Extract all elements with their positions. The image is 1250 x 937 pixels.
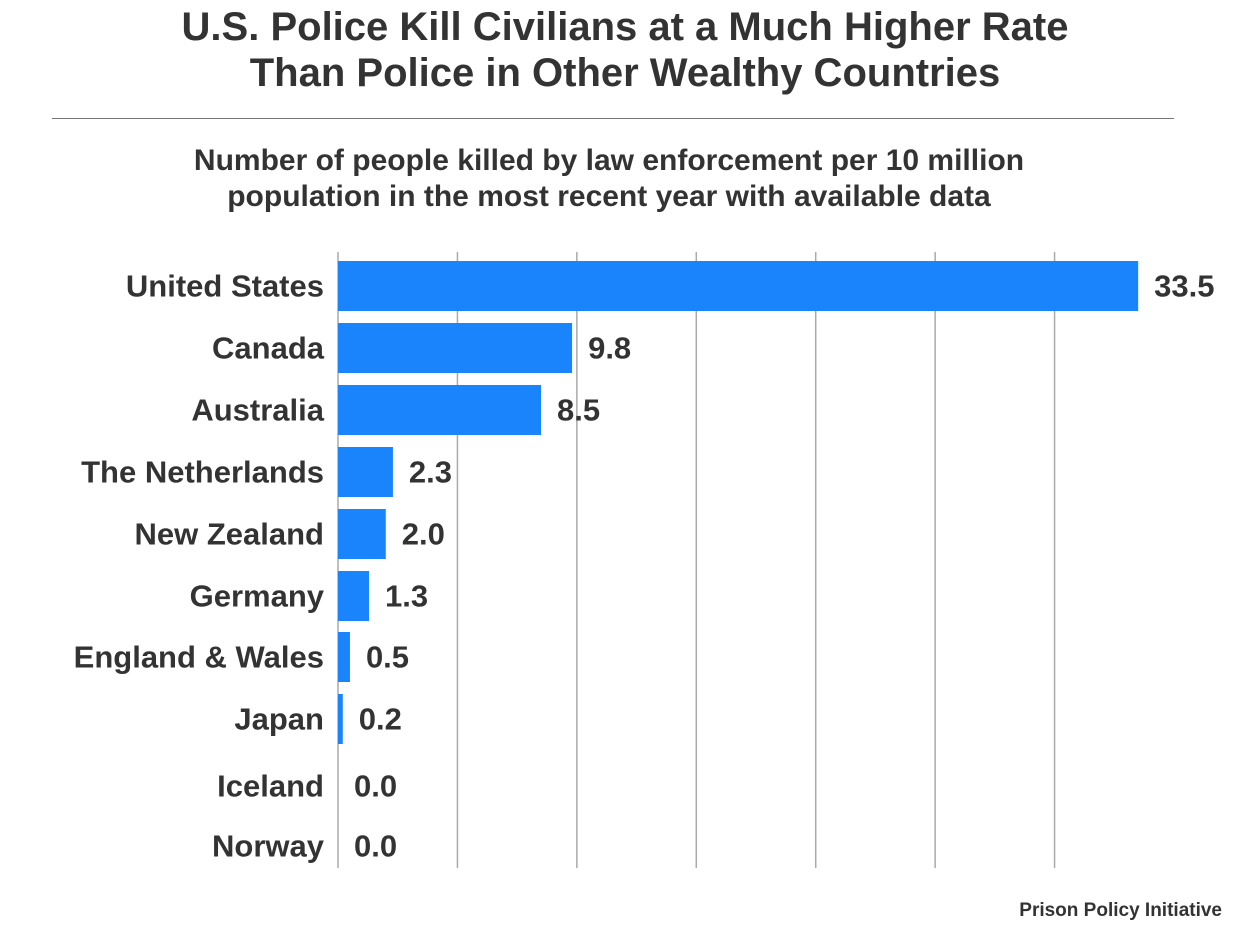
bar [338, 571, 370, 621]
category-label: Japan [234, 702, 324, 737]
category-label: Norway [212, 829, 325, 864]
chart-title-line-2: Than Police in Other Wealthy Countries [249, 51, 1001, 95]
value-label: 1.3 [385, 579, 428, 614]
category-label: Australia [191, 393, 324, 428]
chart-subtitle-line-1: Number of people killed by law enforceme… [193, 144, 1025, 177]
bar [338, 385, 542, 435]
bar [338, 261, 1139, 311]
category-label: Iceland [217, 769, 324, 804]
category-label: Germany [190, 579, 325, 614]
value-label: 2.0 [402, 517, 445, 552]
value-label: 0.0 [354, 769, 397, 804]
value-label: 33.5 [1154, 269, 1214, 304]
value-label: 0.2 [359, 702, 402, 737]
bars [338, 261, 1139, 744]
value-label: 0.0 [354, 829, 397, 864]
chart-title: U.S. Police Kill Civilians at a Much Hig… [0, 4, 1250, 96]
bar [338, 632, 350, 682]
chart-subtitle: Number of people killed by law enforceme… [0, 143, 1218, 215]
title-divider [52, 118, 1174, 119]
category-label: England & Wales [74, 640, 324, 675]
category-label: New Zealand [135, 517, 325, 552]
value-label: 8.5 [557, 393, 600, 428]
category-label: The Netherlands [81, 455, 324, 490]
bar [338, 323, 573, 373]
value-label: 0.5 [366, 640, 409, 675]
chart-subtitle-line-2: population in the most recent year with … [227, 180, 991, 213]
labels: United States 33.5 Canada 9.8 Australia 8.5 Th… [74, 269, 1215, 864]
category-label: United States [126, 269, 324, 304]
category-label: Canada [212, 331, 325, 366]
value-label: 2.3 [409, 455, 452, 490]
bar [338, 694, 343, 744]
source-credit: Prison Policy Initiative [1019, 900, 1222, 921]
value-label: 9.8 [588, 331, 631, 366]
chart-title-line-1: U.S. Police Kill Civilians at a Much Hig… [181, 5, 1069, 49]
bar [338, 509, 386, 559]
bar [338, 447, 393, 497]
